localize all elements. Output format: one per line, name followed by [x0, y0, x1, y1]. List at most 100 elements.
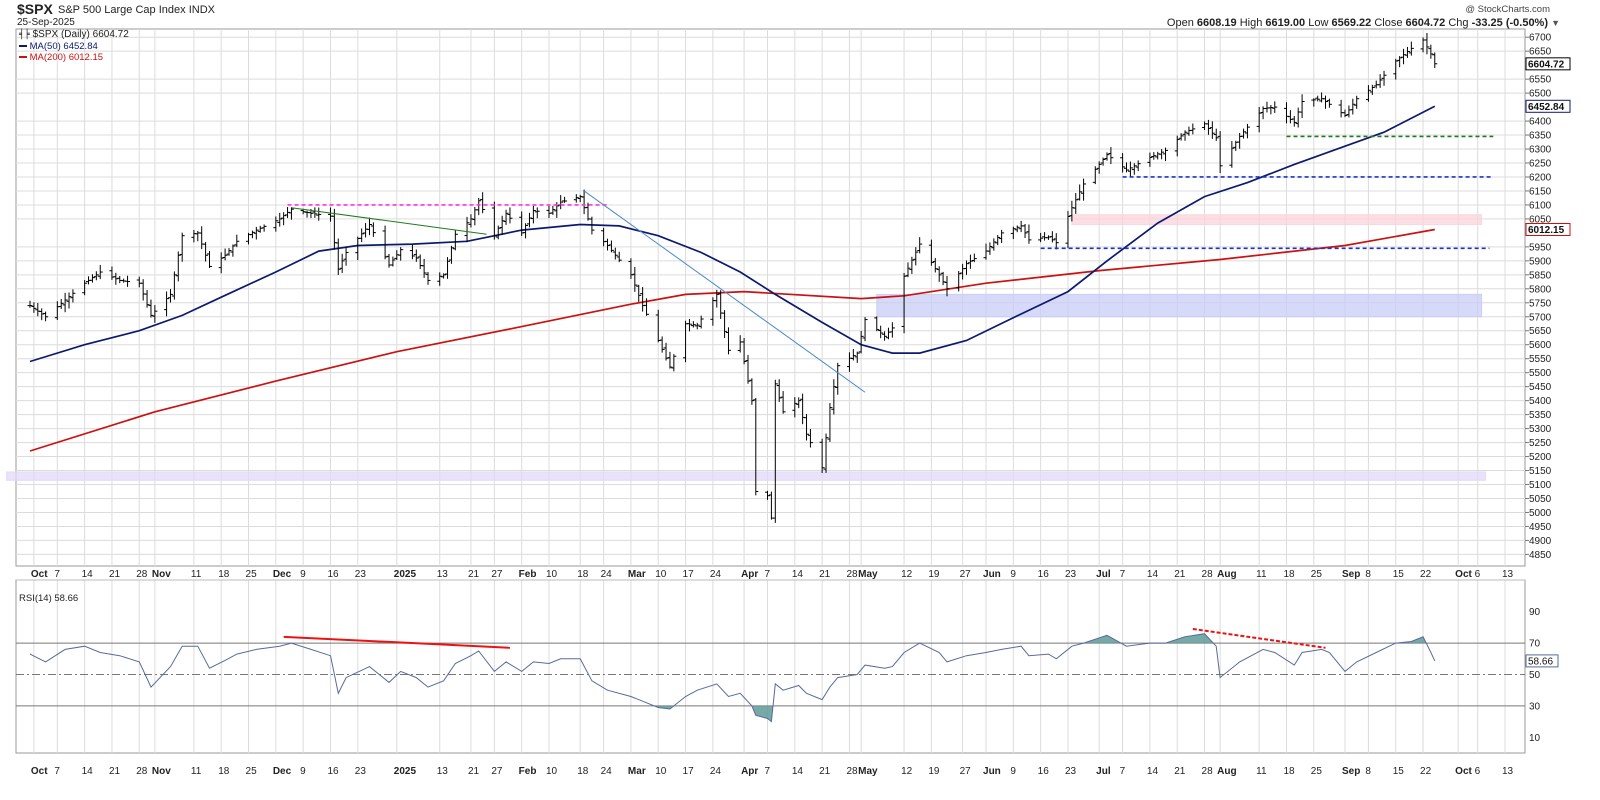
low-label: Low	[1308, 17, 1329, 29]
x-axis-label: 6	[1475, 569, 1481, 580]
price-tick-label: 5550	[1529, 354, 1552, 365]
x-axis-label: 10	[655, 569, 667, 580]
rsi-x-axis-label: 16	[327, 766, 339, 777]
price-tick-label: 5150	[1529, 466, 1552, 477]
ma50-value-label-box	[1525, 99, 1571, 113]
close-value: 6604.72	[1405, 17, 1446, 29]
exchange: INDX	[188, 4, 215, 16]
price-tick-label: 5600	[1529, 340, 1552, 351]
price-tick-label: 5850	[1529, 270, 1552, 281]
rsi-x-axis-label: 11	[1256, 766, 1267, 777]
rsi-x-axis-label: 21	[109, 766, 121, 777]
chg-value: -33.25 (-0.50%)	[1471, 17, 1549, 29]
price-tick-label: 5400	[1529, 396, 1552, 407]
last-price-label-box	[1525, 57, 1571, 71]
x-axis-label: 12	[901, 569, 913, 580]
price-tick-label: 5300	[1529, 424, 1552, 435]
x-axis-label: 21	[468, 569, 480, 580]
rsi-x-axis-label: 11	[191, 766, 202, 777]
rsi-x-axis-label: May	[858, 766, 878, 777]
rsi-tick-label: 50	[1529, 670, 1541, 681]
ma200-legend-swatch	[19, 56, 27, 59]
rsi-x-axis-label: 7	[765, 766, 771, 777]
price-tick-label: 5200	[1529, 452, 1552, 463]
ohlc-bars	[27, 32, 1438, 523]
x-axis-label: 21	[1174, 569, 1186, 580]
low-value: 6569.22	[1331, 17, 1372, 29]
rsi-tick-label: 70	[1529, 639, 1541, 650]
rsi-x-axis-label: 10	[546, 766, 558, 777]
price-tick-label: 6650	[1529, 47, 1552, 58]
price-tick-label: 5050	[1529, 494, 1552, 505]
x-axis-label: Jun	[983, 569, 1001, 580]
ma50-line	[29, 105, 1436, 363]
rsi-x-axis-label: Dec	[273, 766, 292, 777]
x-axis-label: 16	[327, 569, 339, 580]
last-price-label: 6604.72	[1528, 59, 1565, 70]
rsi-x-axis-label: 13	[437, 766, 449, 777]
rsi-x-axis-label: 28	[846, 766, 858, 777]
open-label: Open	[1166, 17, 1194, 29]
x-axis-label: 18	[218, 569, 230, 580]
x-axis-label: 8	[1365, 569, 1371, 580]
ma200-line	[29, 228, 1435, 452]
x-axis-label: 23	[1065, 569, 1077, 580]
rsi-x-axis-label: 14	[82, 766, 94, 777]
x-axis-label: 18	[1283, 569, 1295, 580]
price-tick-label: 4900	[1529, 536, 1552, 547]
x-axis-label: 14	[82, 569, 94, 580]
watermark: @ StockCharts.com	[1465, 4, 1550, 15]
symbol: $SPX	[17, 1, 53, 17]
chart-date: 25-Sep-2025	[17, 17, 75, 28]
price-tick-label: 5350	[1529, 410, 1552, 421]
ohlc-summary: Open 6608.19 High 6619.00 Low 6569.22 Cl…	[1167, 17, 1560, 29]
x-axis-label: 21	[109, 569, 121, 580]
x-axis-label: 7	[54, 569, 60, 580]
rsi-divergence-line	[1192, 627, 1326, 649]
rsi-x-axis-label: 9	[300, 766, 306, 777]
chg-down-icon: ▼	[1551, 18, 1560, 28]
x-axis-label: 25	[246, 569, 258, 580]
price-tick-label: 6300	[1529, 145, 1552, 156]
price-tick-label: 5650	[1529, 326, 1552, 337]
rsi-x-axis-label: 15	[1393, 766, 1405, 777]
rsi-x-axis-label: 21	[819, 766, 831, 777]
x-axis-label: Apr	[741, 569, 758, 580]
x-axis-label: 2025	[394, 569, 417, 580]
rsi-x-axis-label: 18	[218, 766, 230, 777]
rsi-x-axis-label: Sep	[1342, 766, 1360, 777]
rsi-tick-label: 10	[1529, 733, 1541, 744]
x-axis-label: Aug	[1217, 569, 1236, 580]
rsi-x-axis-label: 17	[683, 766, 695, 777]
symbol-description: S&P 500 Large Cap Index INDX	[58, 4, 215, 16]
x-axis-label: 24	[601, 569, 613, 580]
price-tick-label: 5100	[1529, 480, 1552, 491]
rsi-oversold-fill	[654, 705, 774, 722]
rsi-x-axis-label: 27	[960, 766, 972, 777]
x-axis-label: 9	[300, 569, 306, 580]
trend-line	[291, 207, 487, 235]
rsi-x-axis-label: 16	[1038, 766, 1050, 777]
x-axis-label: 23	[355, 569, 367, 580]
rsi-x-axis-label: 28	[1202, 766, 1214, 777]
price-tick-label: 6100	[1529, 200, 1552, 211]
rsi-x-axis-label: 25	[246, 766, 258, 777]
rsi-x-axis-label: 23	[1065, 766, 1077, 777]
x-axis-label: 18	[577, 569, 589, 580]
price-tick-label: 6150	[1529, 186, 1552, 197]
x-axis-label: 28	[846, 569, 858, 580]
price-tick-label: 6250	[1529, 159, 1552, 170]
rsi-x-axis-label: Jun	[983, 766, 1001, 777]
price-tick-label: 6700	[1529, 33, 1552, 44]
open-value: 6608.19	[1196, 17, 1237, 29]
ma200-value-label-box	[1525, 222, 1571, 236]
rsi-x-axis-label: 13	[1502, 766, 1514, 777]
ma200-legend-label: MA(200) 6012.15	[29, 52, 104, 63]
x-axis-label: Mar	[628, 569, 646, 580]
price-tick-label: 5450	[1529, 382, 1552, 393]
rsi-x-axis-label: 18	[1283, 766, 1295, 777]
rsi-x-axis-label: Feb	[519, 766, 537, 777]
x-axis-label: 13	[1502, 569, 1514, 580]
x-axis-label: 17	[683, 569, 695, 580]
